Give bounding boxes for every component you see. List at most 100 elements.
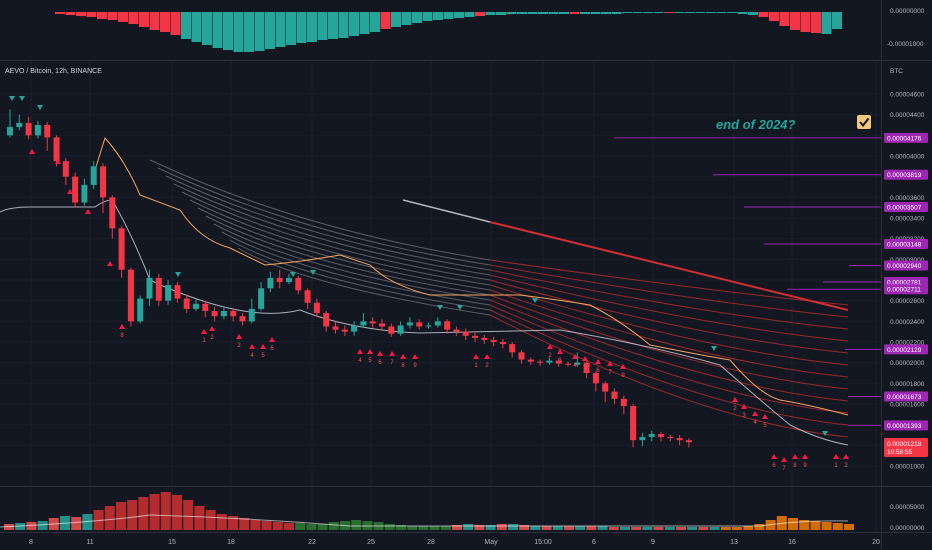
oscillator-histogram: [55, 12, 842, 52]
volume-bar: [306, 524, 317, 530]
date-tick: 16: [788, 539, 796, 546]
count-label: 7: [608, 370, 612, 376]
oscillator-bar: [548, 12, 559, 14]
volume-bar: [709, 527, 720, 530]
oscillator-bar: [286, 12, 296, 45]
volume-bar: [530, 526, 541, 530]
volume-bar: [720, 527, 731, 530]
candle-body: [62, 161, 69, 177]
volume-bar: [317, 524, 328, 530]
oscillator-bar: [727, 12, 737, 13]
volume-bar: [396, 525, 406, 530]
volume-bar: [552, 526, 563, 530]
candle-body: [34, 125, 41, 136]
sell-marker: [209, 326, 215, 331]
volume-bar: [116, 502, 126, 530]
oscillator-bar: [790, 12, 800, 30]
volume-bar: [754, 524, 765, 530]
date-tick: 13: [730, 539, 738, 546]
candle-body: [639, 437, 646, 441]
volume-bar: [732, 527, 742, 530]
sell-marker: [357, 349, 363, 354]
price-tick: 0.00003000: [890, 257, 925, 264]
oscillator-bar: [128, 12, 139, 24]
oscillator-bar: [107, 12, 118, 20]
ema-line: [94, 137, 849, 416]
sell-marker: [833, 454, 839, 459]
sell-marker: [412, 354, 418, 359]
sell-marker: [607, 361, 613, 366]
level-label-bg: [884, 201, 928, 212]
candle-body: [90, 166, 97, 185]
sell-marker: [732, 397, 738, 402]
buy-marker: [822, 431, 828, 436]
oscillator-bar: [643, 12, 653, 13]
volume-bar: [564, 526, 574, 530]
candle-body: [602, 383, 609, 392]
count-label: 8: [793, 463, 797, 469]
count-label: 1: [202, 338, 206, 344]
oscillator-bar: [202, 12, 212, 45]
candle-body: [7, 127, 13, 136]
oscillator-bar: [590, 12, 601, 14]
volume-bar: [261, 521, 272, 530]
oscillator-bar: [758, 12, 769, 17]
volume-bar: [452, 525, 462, 530]
countdown-timer: 10:58:55: [887, 449, 913, 456]
candle-body: [406, 322, 413, 326]
oscillator-tick-neg: -0.00001000: [887, 41, 924, 48]
oscillator-bar: [559, 12, 569, 14]
volume-bar: [71, 517, 82, 530]
volume-bar: [698, 527, 709, 530]
date-tick: 11: [86, 539, 93, 546]
date-tick: 15: [168, 539, 176, 546]
volume-bar: [485, 525, 496, 530]
oscillator-bar: [674, 12, 685, 13]
count-label: 6: [596, 368, 600, 374]
oscillator-bar: [464, 12, 475, 17]
candle-body: [369, 321, 376, 324]
oscillator-bar: [97, 12, 107, 19]
candle-body: [81, 184, 88, 203]
count-label: 2: [733, 406, 737, 412]
oscillator-bar: [275, 12, 286, 47]
sell-marker: [389, 351, 395, 356]
level-label-text: 0.00002781: [887, 279, 922, 286]
check-icon[interactable]: [857, 115, 871, 129]
volume-bar: [138, 497, 149, 530]
candle-body: [555, 360, 562, 364]
volume-bar: [384, 524, 395, 530]
candle-body: [565, 363, 571, 365]
price-tick: 0.00002200: [890, 340, 925, 347]
oscillator-bar: [517, 12, 527, 14]
ribbon-red-line: [489, 299, 849, 402]
candle-body: [397, 325, 404, 334]
oscillator-bar: [359, 12, 370, 34]
sell-marker: [762, 414, 768, 419]
candle-body: [44, 125, 51, 138]
candle-body: [583, 362, 590, 373]
buy-marker: [19, 96, 25, 101]
buy-marker: [437, 305, 443, 310]
date-tick: May: [484, 539, 498, 546]
ribbon-red-line: [489, 294, 849, 390]
oscillator-bar: [55, 12, 65, 14]
buy-marker: [37, 105, 43, 110]
count-label: 8: [401, 363, 405, 369]
sell-marker: [29, 149, 35, 154]
oscillator-bar: [233, 12, 244, 52]
ribbon-grey-line: [205, 215, 491, 296]
candle-body: [276, 277, 283, 283]
count-label: 3: [742, 413, 746, 419]
grid: [0, 62, 881, 532]
oscillator-bar: [160, 12, 170, 32]
level-label-text: 0.00003148: [887, 242, 922, 249]
volume-bar: [172, 495, 182, 530]
candle-body: [648, 433, 655, 438]
price-tick: 0.00003600: [890, 195, 925, 202]
oscillator-bar: [422, 12, 433, 21]
candle-body: [518, 352, 525, 360]
sell-marker: [201, 329, 207, 334]
candle-body: [118, 228, 125, 270]
